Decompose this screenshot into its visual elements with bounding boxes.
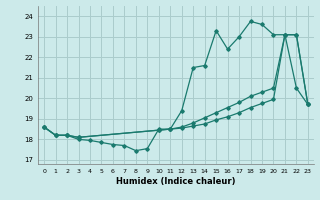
- X-axis label: Humidex (Indice chaleur): Humidex (Indice chaleur): [116, 177, 236, 186]
